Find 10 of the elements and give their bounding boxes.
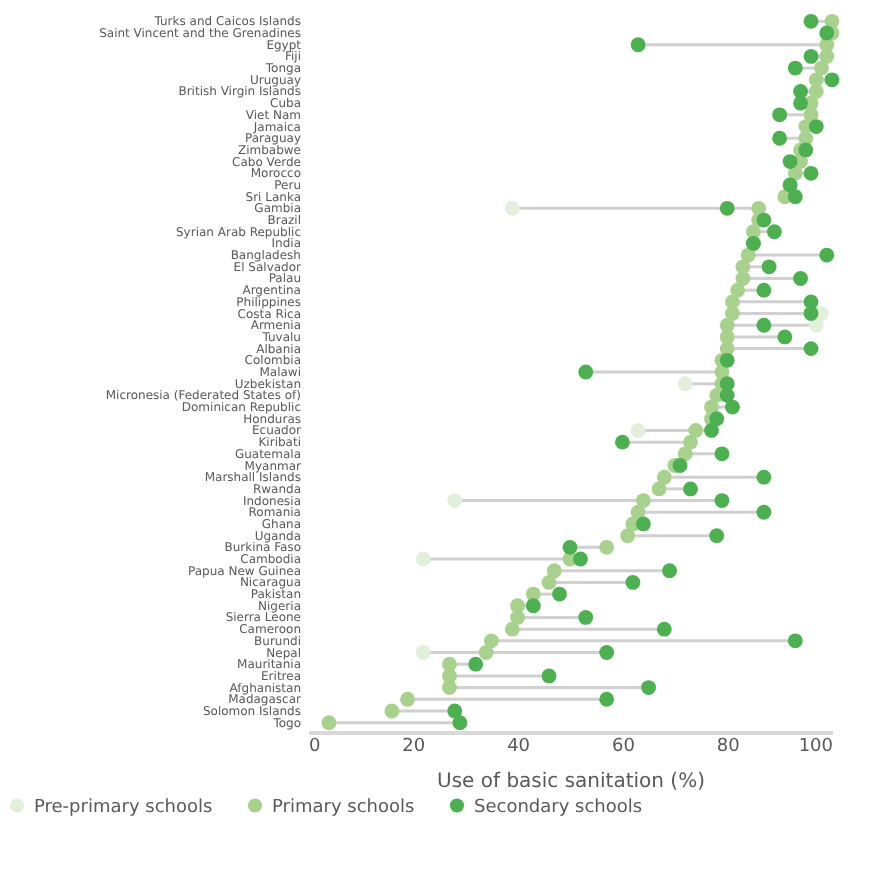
- x-tick-label: 100: [798, 737, 834, 757]
- legend-label: Secondary schools: [474, 797, 643, 818]
- legend-label: Pre-primary schools: [34, 797, 213, 818]
- x-tick-label: 80: [716, 737, 741, 757]
- x-tick-label: 0: [309, 737, 321, 757]
- legend-label: Primary schools: [272, 797, 415, 818]
- x-tick-label: 60: [611, 737, 636, 757]
- x-axis-title: Use of basic sanitation (%): [437, 771, 706, 793]
- x-tick-label: 40: [507, 737, 531, 757]
- x-tick-label: 20: [402, 737, 426, 757]
